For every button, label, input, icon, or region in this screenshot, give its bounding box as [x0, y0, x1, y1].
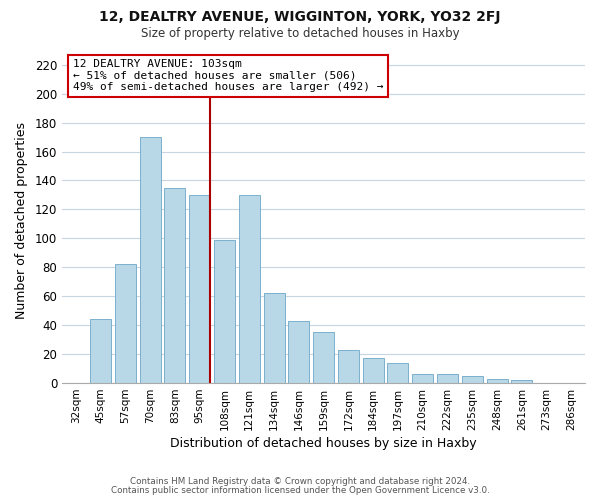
- Y-axis label: Number of detached properties: Number of detached properties: [15, 122, 28, 319]
- Bar: [462, 376, 483, 383]
- Bar: [362, 358, 383, 383]
- Bar: [338, 350, 359, 383]
- Bar: [164, 188, 185, 383]
- Bar: [90, 320, 111, 383]
- Text: Contains HM Land Registry data © Crown copyright and database right 2024.: Contains HM Land Registry data © Crown c…: [130, 477, 470, 486]
- Text: 12, DEALTRY AVENUE, WIGGINTON, YORK, YO32 2FJ: 12, DEALTRY AVENUE, WIGGINTON, YORK, YO3…: [99, 10, 501, 24]
- Bar: [239, 195, 260, 383]
- Text: Contains public sector information licensed under the Open Government Licence v3: Contains public sector information licen…: [110, 486, 490, 495]
- Bar: [511, 380, 532, 383]
- Bar: [189, 195, 210, 383]
- Text: Size of property relative to detached houses in Haxby: Size of property relative to detached ho…: [140, 28, 460, 40]
- Bar: [487, 378, 508, 383]
- Bar: [263, 294, 284, 383]
- Bar: [437, 374, 458, 383]
- Bar: [313, 332, 334, 383]
- Bar: [140, 137, 161, 383]
- Bar: [288, 321, 310, 383]
- Bar: [115, 264, 136, 383]
- X-axis label: Distribution of detached houses by size in Haxby: Distribution of detached houses by size …: [170, 437, 477, 450]
- Bar: [412, 374, 433, 383]
- Bar: [214, 240, 235, 383]
- Bar: [388, 363, 409, 383]
- Text: 12 DEALTRY AVENUE: 103sqm
← 51% of detached houses are smaller (506)
49% of semi: 12 DEALTRY AVENUE: 103sqm ← 51% of detac…: [73, 59, 383, 92]
